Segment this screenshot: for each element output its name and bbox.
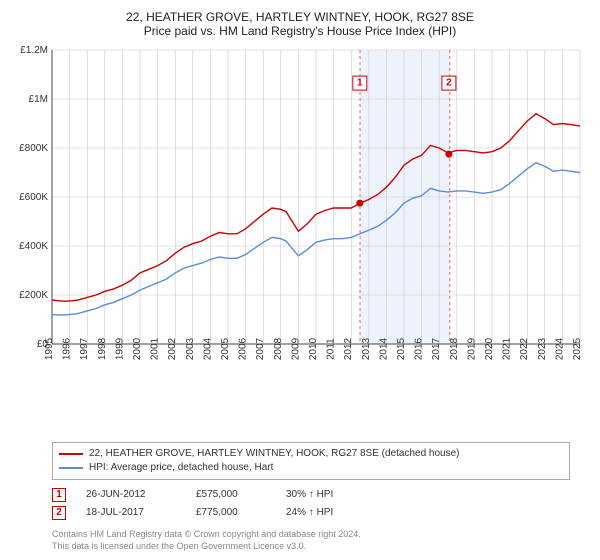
sale-date: 26-JUN-2012 (86, 486, 176, 504)
svg-text:2002: 2002 (167, 337, 178, 360)
svg-text:2006: 2006 (238, 337, 249, 360)
sale-hpi: 30% ↑ HPI (286, 486, 376, 504)
svg-text:2004: 2004 (202, 337, 213, 360)
legend: 22, HEATHER GROVE, HARTLEY WINTNEY, HOOK… (52, 442, 570, 480)
sale-row: 2 18-JUL-2017 £775,000 24% ↑ HPI (52, 504, 570, 522)
svg-text:£400K: £400K (19, 241, 48, 252)
chart-title-line1: 22, HEATHER GROVE, HARTLEY WINTNEY, HOOK… (10, 10, 590, 24)
sale-marker: 1 (52, 488, 66, 502)
svg-text:1996: 1996 (62, 337, 73, 360)
svg-text:1: 1 (357, 78, 363, 89)
svg-text:2009: 2009 (290, 337, 301, 360)
legend-item: 22, HEATHER GROVE, HARTLEY WINTNEY, HOOK… (59, 447, 563, 461)
svg-text:2024: 2024 (554, 337, 565, 360)
sale-date: 18-JUL-2017 (86, 504, 176, 522)
footer-line1: Contains HM Land Registry data © Crown c… (52, 528, 570, 540)
footer-attribution: Contains HM Land Registry data © Crown c… (52, 528, 570, 552)
svg-text:2025: 2025 (572, 337, 583, 360)
svg-text:£200K: £200K (19, 290, 48, 301)
legend-label: 22, HEATHER GROVE, HARTLEY WINTNEY, HOOK… (89, 447, 460, 461)
svg-text:2011: 2011 (326, 338, 337, 360)
svg-text:2015: 2015 (396, 337, 407, 360)
svg-text:2: 2 (446, 78, 452, 89)
svg-text:1995: 1995 (44, 337, 55, 360)
legend-item: HPI: Average price, detached house, Hart (59, 461, 563, 475)
svg-text:2001: 2001 (150, 337, 161, 360)
svg-text:2020: 2020 (484, 337, 495, 360)
svg-text:2023: 2023 (537, 337, 548, 360)
sale-hpi: 24% ↑ HPI (286, 504, 376, 522)
svg-text:1997: 1997 (79, 337, 90, 360)
svg-text:£1.2M: £1.2M (20, 45, 48, 56)
svg-text:2000: 2000 (132, 337, 143, 360)
svg-text:2019: 2019 (466, 337, 477, 360)
svg-text:£1M: £1M (29, 94, 48, 105)
svg-text:2003: 2003 (185, 337, 196, 360)
svg-text:2012: 2012 (343, 337, 354, 360)
svg-text:2008: 2008 (273, 337, 284, 360)
chart-title-line2: Price paid vs. HM Land Registry's House … (10, 24, 590, 38)
svg-text:2013: 2013 (361, 337, 372, 360)
chart-area: £0£200K£400K£600K£800K£1M£1.2M1995199619… (10, 44, 590, 436)
svg-text:2010: 2010 (308, 337, 319, 360)
legend-label: HPI: Average price, detached house, Hart (89, 461, 273, 475)
sale-marker: 2 (52, 506, 66, 520)
svg-text:2007: 2007 (255, 337, 266, 360)
svg-text:2021: 2021 (502, 337, 513, 360)
svg-text:2022: 2022 (519, 337, 530, 360)
svg-text:2014: 2014 (378, 337, 389, 360)
sale-row: 1 26-JUN-2012 £575,000 30% ↑ HPI (52, 486, 570, 504)
svg-text:2017: 2017 (431, 337, 442, 360)
svg-text:£800K: £800K (19, 143, 48, 154)
svg-text:1998: 1998 (97, 337, 108, 360)
svg-text:£600K: £600K (19, 192, 48, 203)
svg-text:2005: 2005 (220, 337, 231, 360)
chart-svg: £0£200K£400K£600K£800K£1M£1.2M1995199619… (10, 44, 590, 374)
svg-text:2016: 2016 (414, 337, 425, 360)
sale-price: £575,000 (196, 486, 266, 504)
sales-table: 1 26-JUN-2012 £575,000 30% ↑ HPI 2 18-JUL-201… (52, 486, 570, 522)
legend-swatch (59, 467, 83, 469)
svg-text:1999: 1999 (114, 337, 125, 360)
footer-line2: This data is licensed under the Open Gov… (52, 540, 570, 552)
svg-text:2018: 2018 (449, 337, 460, 360)
sale-price: £775,000 (196, 504, 266, 522)
legend-swatch (59, 453, 83, 455)
